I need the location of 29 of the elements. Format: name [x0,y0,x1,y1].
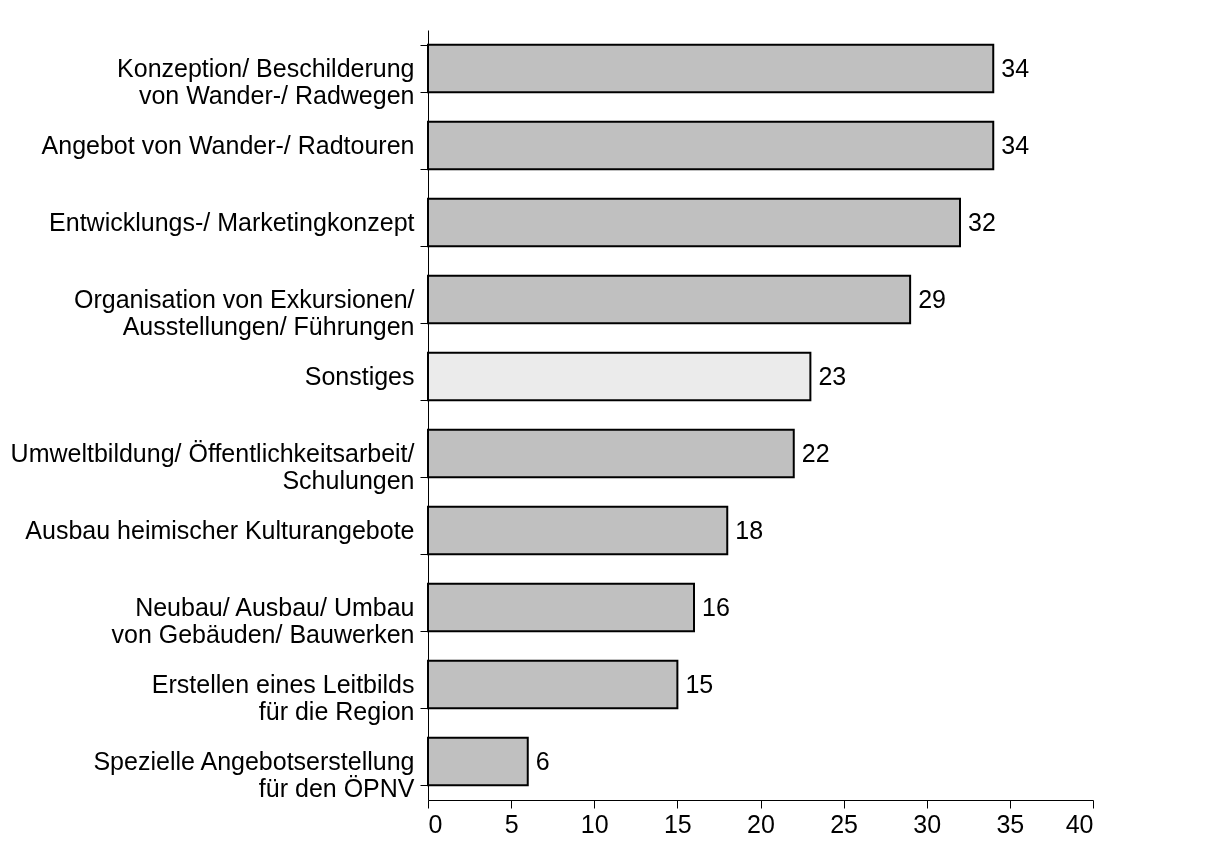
x-tick-label: 25 [830,809,859,838]
data-label: 29 [918,284,946,313]
data-label: 34 [1001,53,1030,82]
data-label: 32 [968,207,996,236]
data-label: 18 [735,515,764,544]
x-tick-label: 20 [747,809,775,838]
y-tick-label: Spezielle Angebotserstellung für den ÖPNV [93,747,415,802]
x-tick-label: 40 [1065,809,1094,838]
data-label: 6 [535,746,550,775]
data-label: 22 [801,438,830,467]
y-tick-label: Sonstiges [304,362,415,390]
x-tick-label: 30 [913,809,942,838]
y-tick-label: Ausbau heimischer Kulturangebote [25,516,415,544]
x-tick-label: 10 [580,809,609,838]
x-tick-label: 15 [663,809,692,838]
data-label: 34 [1001,130,1030,159]
y-tick-label: Entwicklungs-/ Marketingkonzept [49,208,415,236]
data-label: 16 [702,592,730,621]
x-tick-label: 0 [428,809,443,838]
data-label: 15 [685,669,714,698]
y-tick-label: Umweltbildung/ Öffentlichkeitsarbeit/ Schulungen [10,439,415,494]
y-tick-label: Konzeption/ Beschilderung von Wander-/ Radwegen [117,54,415,109]
y-tick-label: Neubau/ Ausbau/ Umbau von Gebäuden/ Bauwerken [111,593,415,648]
data-label: 23 [818,361,847,390]
y-tick-label: Erstellen eines Leitbilds für die Region [151,670,415,725]
x-tick-label: 5 [504,809,519,838]
y-tick-label: Organisation von Exkursionen/ Ausstellungen/ Führungen [74,285,415,340]
y-tick-label: Angebot von Wander-/ Radtouren [41,131,415,159]
x-tick-label: 35 [996,809,1025,838]
